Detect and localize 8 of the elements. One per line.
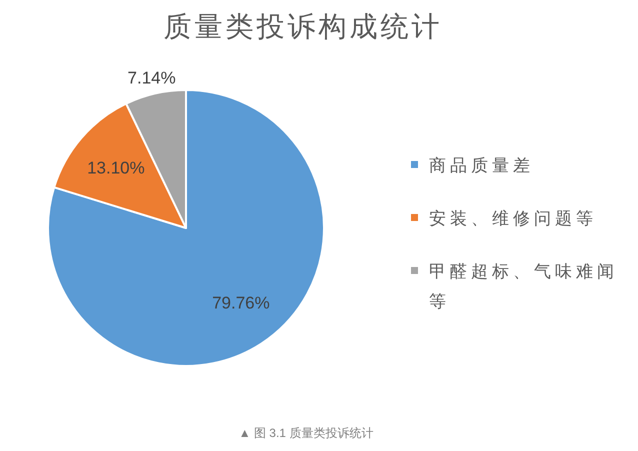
data-label: 7.14% [128,68,176,88]
legend-label: 商品质量差 [429,156,534,175]
chart-title: 质量类投诉构成统计 [164,11,442,42]
data-label: 13.10% [87,158,145,178]
legend-label: 安装、维修问题等 [429,209,597,228]
legend-label: 甲醛超标、气味难闻等 [429,262,618,311]
data-label: 79.76% [212,293,270,312]
text: ▲ 图 3.1 质量类投诉统计 [238,426,374,440]
